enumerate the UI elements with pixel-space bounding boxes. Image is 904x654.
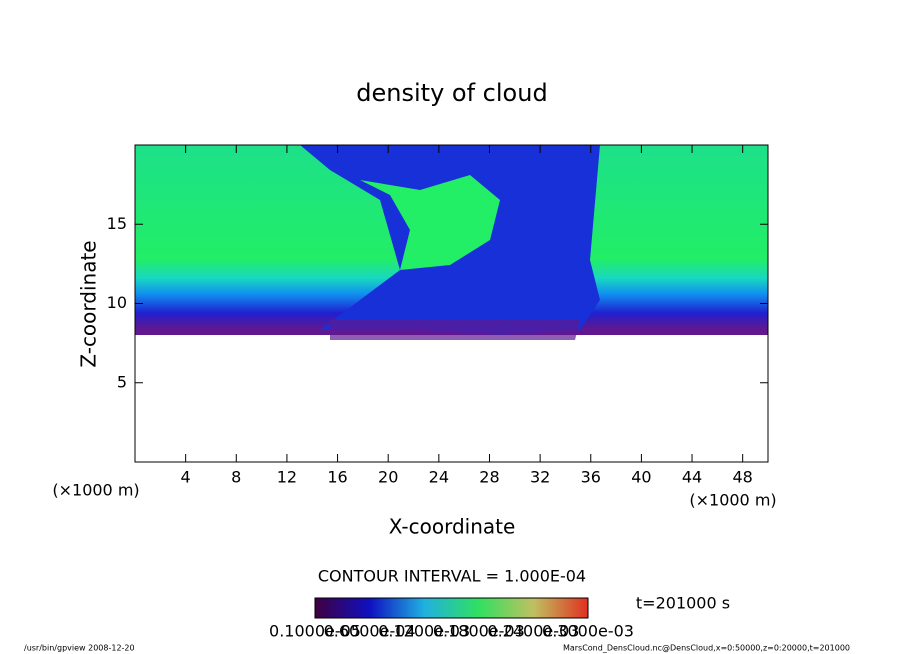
y-tick-label: 15 [107, 214, 127, 233]
x-unit: (×1000 m) [689, 491, 776, 510]
x-tick-label: 4 [181, 468, 191, 487]
chart-title: density of cloud [356, 79, 547, 107]
colorbar-label: 0.1800e-03 [433, 622, 525, 641]
x-tick-label: 36 [581, 468, 601, 487]
colorbar-label: 0.2400e-03 [487, 622, 579, 641]
x-tick-label: 44 [682, 468, 702, 487]
y-tick-label: 5 [117, 372, 127, 391]
x-tick-label: 24 [429, 468, 449, 487]
x-tick-label: 28 [479, 468, 499, 487]
x-tick-label: 12 [277, 468, 297, 487]
x-tick-label: 32 [530, 468, 550, 487]
x-tick-label: 8 [231, 468, 241, 487]
dense-base [330, 320, 580, 340]
contour-interval: CONTOUR INTERVAL = 1.000E-04 [318, 567, 586, 586]
colorbar [314, 597, 589, 619]
y-axis-label: Z-coordinate [77, 240, 101, 367]
green-core [360, 175, 500, 270]
colorbar-label: 0.1000e-05 [269, 622, 361, 641]
time-label: t=201000 s [636, 594, 730, 613]
y-tick-label: 10 [107, 293, 127, 312]
colorbar-label: 0.3000e-03 [542, 622, 634, 641]
x-tick-label: 20 [378, 468, 398, 487]
colorbar-label: 0.1200e-03 [378, 622, 470, 641]
x-tick-label: 48 [733, 468, 753, 487]
footer-left: /usr/bin/gpview 2008-12-20 [24, 644, 135, 653]
x-tick-label: 16 [327, 468, 347, 487]
x-tick-label: 40 [631, 468, 651, 487]
colorbar-label: 0.6000e-04 [324, 622, 416, 641]
x-axis-label: X-coordinate [389, 515, 516, 539]
footer-right: MarsCond_DensCloud.nc@DensCloud,x=0:5000… [563, 644, 850, 653]
field [134, 144, 769, 463]
x-unit: (×1000 m) [52, 481, 139, 500]
